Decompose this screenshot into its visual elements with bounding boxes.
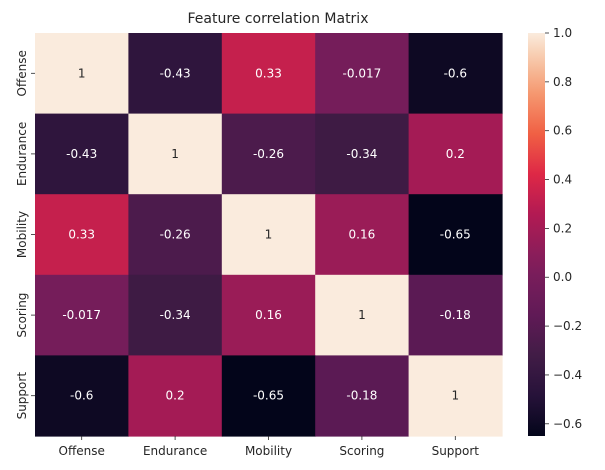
heatmap-cell [221, 194, 316, 276]
heatmap-cell-label: 1 [265, 228, 273, 242]
colorbar-tick-label: 1.0 [553, 26, 572, 40]
heatmap-cell-label: 1 [78, 66, 86, 80]
heatmap-cell [408, 194, 503, 276]
colorbar-tick-label: −0.2 [553, 319, 582, 333]
heatmap-cell-label: -0.34 [160, 308, 191, 322]
heatmap-cell-label: 0.2 [446, 147, 465, 161]
colorbar-axis: 1.0 0.8 0.6 0.4 0.2 0.0 −0.2 −0.4 −0.6 [545, 26, 582, 431]
y-axis: Offense Endurance Mobility Scoring Support [15, 50, 35, 419]
heatmap-cell-label: -0.26 [160, 228, 191, 242]
y-tick-label: Mobility [15, 211, 29, 258]
heatmap-cell-label: 0.33 [68, 228, 95, 242]
x-axis: Offense Endurance Mobility Scoring Support [59, 436, 480, 458]
heatmap-cell-label: 1 [451, 389, 459, 403]
heatmap-cell [35, 33, 129, 115]
heatmap-cell [221, 33, 316, 115]
heatmap-cell-label: -0.017 [62, 308, 101, 322]
y-tick-label: Endurance [15, 122, 29, 186]
x-tick-label: Support [432, 444, 480, 458]
y-tick-label: Support [15, 372, 29, 420]
colorbar-tick-label: −0.6 [553, 417, 582, 431]
chart-title: Feature correlation Matrix [187, 11, 368, 27]
heatmap-cell [35, 113, 129, 195]
heatmap-cell [221, 274, 316, 356]
heatmap-cell-label: -0.6 [70, 389, 93, 403]
heatmap-cell [315, 113, 410, 195]
heatmap-cell [315, 194, 410, 276]
heatmap-cell-label: -0.017 [343, 66, 382, 80]
heatmap-cell-label: 1 [171, 147, 179, 161]
heatmap-cell [315, 274, 410, 356]
heatmap-cell-label: -0.43 [66, 147, 97, 161]
heatmap-cell-label: 0.16 [349, 228, 376, 242]
heatmap-cell [408, 33, 503, 115]
heatmap-cells [35, 33, 503, 437]
x-tick-label: Mobility [245, 444, 292, 458]
heatmap-cell [221, 113, 316, 195]
heatmap-cell [408, 113, 503, 195]
y-tick-label: Offense [15, 50, 29, 96]
heatmap-cell-label: -0.34 [346, 147, 377, 161]
heatmap-cell [128, 274, 223, 356]
colorbar-tick-label: 0.6 [553, 124, 572, 138]
colorbar [528, 33, 545, 436]
heatmap-cell [315, 355, 410, 437]
heatmap-cell-label: 0.16 [255, 308, 282, 322]
x-tick-label: Offense [59, 444, 105, 458]
colorbar-tick-label: 0.0 [553, 270, 572, 284]
heatmap-cell-label: -0.18 [440, 308, 471, 322]
x-tick-label: Endurance [143, 444, 207, 458]
heatmap-cell [35, 274, 129, 356]
heatmap-cell [35, 355, 129, 437]
heatmap-cell [128, 33, 223, 115]
heatmap-cell [221, 355, 316, 437]
heatmap-cell [408, 274, 503, 356]
heatmap-cell [315, 33, 410, 115]
heatmap-cell [128, 355, 223, 437]
heatmap-cell-label: -0.43 [160, 66, 191, 80]
colorbar-tick-label: 0.2 [553, 221, 572, 235]
y-tick-label: Scoring [15, 293, 29, 338]
x-tick-label: Scoring [339, 444, 384, 458]
heatmap-cell [128, 194, 223, 276]
heatmap-cell [35, 194, 129, 276]
heatmap-cell-label: -0.6 [444, 66, 467, 80]
heatmap-cell-label: 1 [358, 308, 366, 322]
heatmap-annotations: 1 -0.43 0.33 -0.017 -0.6 -0.43 1 -0.26 -0.34 0.2 0… [62, 66, 470, 402]
heatmap-cell-label: 0.2 [166, 389, 185, 403]
heatmap-cell-label: 0.33 [255, 66, 282, 80]
heatmap-cell-label: -0.65 [440, 228, 471, 242]
heatmap-cell-label: -0.26 [253, 147, 284, 161]
heatmap-cell-label: -0.18 [346, 389, 377, 403]
heatmap-cell [128, 113, 223, 195]
heatmap-cell-label: -0.65 [253, 389, 284, 403]
colorbar-tick-label: 0.8 [553, 75, 572, 89]
heatmap-cell [408, 355, 503, 437]
colorbar-tick-label: −0.4 [553, 368, 582, 382]
colorbar-tick-label: 0.4 [553, 173, 572, 187]
